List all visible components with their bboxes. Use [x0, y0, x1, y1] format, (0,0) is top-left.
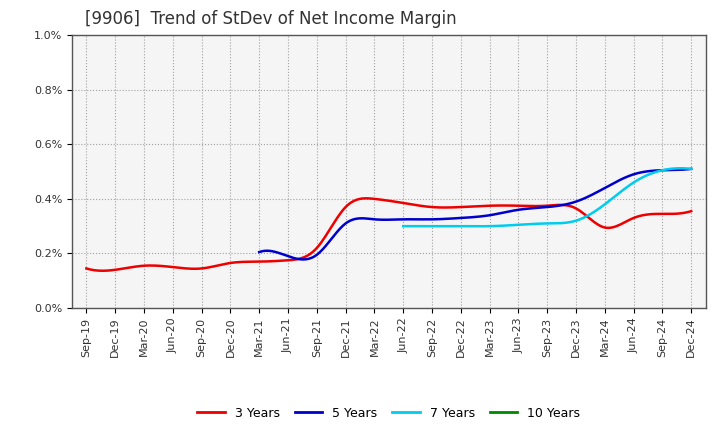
7 Years: [571, 218, 580, 224]
5 Years: [621, 175, 629, 180]
Legend: 3 Years, 5 Years, 7 Years, 10 Years: 3 Years, 5 Years, 7 Years, 10 Years: [192, 402, 585, 425]
5 Years: [513, 207, 522, 213]
7 Years: [474, 224, 482, 229]
7 Years: [642, 173, 651, 178]
Line: 3 Years: 3 Years: [86, 198, 691, 271]
3 Years: [444, 205, 453, 210]
5 Years: [255, 249, 264, 255]
Text: [9906]  Trend of StDev of Net Income Margin: [9906] Trend of StDev of Net Income Marg…: [85, 10, 456, 28]
7 Years: [399, 224, 408, 229]
Line: 7 Years: 7 Years: [403, 168, 691, 226]
5 Years: [298, 257, 307, 262]
5 Years: [521, 206, 529, 212]
Line: 5 Years: 5 Years: [259, 169, 691, 260]
7 Years: [570, 218, 579, 224]
7 Years: [676, 165, 685, 171]
7 Years: [576, 216, 585, 222]
5 Years: [512, 208, 521, 213]
5 Years: [687, 166, 696, 172]
7 Years: [661, 167, 670, 172]
7 Years: [400, 224, 408, 229]
3 Years: [446, 205, 455, 210]
3 Years: [98, 268, 107, 273]
3 Years: [361, 196, 370, 201]
5 Years: [648, 168, 657, 173]
5 Years: [256, 249, 265, 254]
3 Years: [82, 266, 91, 271]
3 Years: [634, 213, 643, 219]
3 Years: [596, 223, 605, 228]
3 Years: [687, 209, 696, 214]
3 Years: [456, 205, 465, 210]
3 Years: [84, 266, 93, 271]
7 Years: [687, 166, 696, 172]
